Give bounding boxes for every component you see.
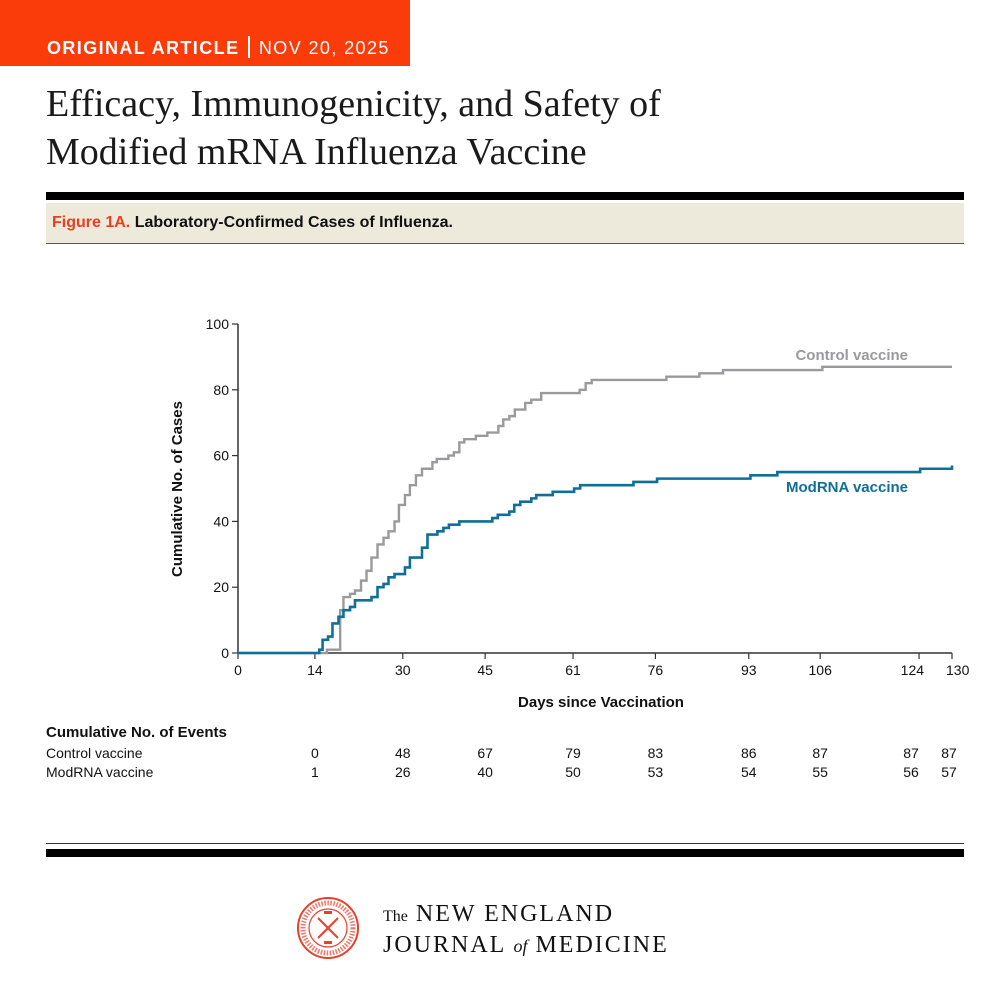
y-tick-label: 40 bbox=[213, 513, 229, 529]
events-row-label-control: Control vaccine bbox=[46, 745, 143, 761]
series-label-control: Control vaccine bbox=[795, 347, 908, 364]
bottom-thick-rule bbox=[46, 849, 964, 857]
x-tick-label: 130 bbox=[946, 662, 970, 678]
banner-divider bbox=[248, 36, 250, 58]
events-cell: 0 bbox=[310, 745, 319, 761]
x-tick-label: 45 bbox=[477, 662, 493, 678]
series-line-modrna bbox=[238, 465, 954, 655]
events-cell: 87 bbox=[941, 745, 957, 761]
title-line-1: Efficacy, Immunogenicity, and Safety of bbox=[46, 83, 661, 125]
events-cell: 40 bbox=[477, 764, 493, 780]
banner-text: ORIGINAL ARTICLE NOV 20, 2025 bbox=[47, 36, 390, 59]
x-tick-label: 14 bbox=[307, 662, 323, 678]
events-cell: 87 bbox=[903, 745, 919, 761]
x-tick-label: 0 bbox=[234, 662, 242, 678]
y-tick-label: 100 bbox=[206, 316, 230, 332]
y-tick-label: 20 bbox=[213, 579, 229, 595]
events-cell: 87 bbox=[812, 745, 828, 761]
events-cell: 55 bbox=[812, 764, 828, 780]
figure-label: Figure 1A. bbox=[52, 214, 131, 231]
x-axis-label: Days since Vaccination bbox=[518, 694, 684, 711]
x-tick-label: 76 bbox=[648, 662, 664, 678]
x-tick-label: 93 bbox=[741, 662, 757, 678]
nejm-seal-logo bbox=[297, 897, 359, 959]
x-tick-label: 61 bbox=[565, 662, 581, 678]
events-cell: 67 bbox=[477, 745, 493, 761]
events-cell: 54 bbox=[740, 764, 757, 780]
x-tick-label: 30 bbox=[395, 662, 411, 678]
article-type-banner: ORIGINAL ARTICLE NOV 20, 2025 bbox=[0, 0, 410, 66]
events-row-label-modrna: ModRNA vaccine bbox=[46, 764, 154, 780]
figure-caption-bar: Figure 1A. Laboratory-Confirmed Cases of… bbox=[46, 203, 964, 244]
masthead-journal: JOURNAL bbox=[383, 932, 506, 958]
y-tick-label: 80 bbox=[213, 382, 229, 398]
km-chart: 0 20 40 60 80 100 0 14 30 45 61 76 93 106 124 130 Cumul… bbox=[169, 316, 970, 711]
events-cell: 57 bbox=[941, 764, 957, 780]
events-cell: 50 bbox=[565, 764, 581, 780]
masthead-line1: NEW ENGLAND bbox=[415, 901, 615, 927]
events-cell: 26 bbox=[394, 764, 411, 780]
article-title: Efficacy, Immunogenicity, and Safety of … bbox=[46, 80, 946, 176]
journal-masthead: The NEW ENGLAND JOURNAL of MEDICINE bbox=[383, 900, 669, 960]
series-line-control bbox=[238, 365, 952, 655]
figure-caption: Figure 1A. Laboratory-Confirmed Cases of… bbox=[52, 214, 453, 232]
section-label: ORIGINAL ARTICLE bbox=[47, 38, 240, 58]
events-cell: 1 bbox=[310, 764, 319, 780]
y-axis-label: Cumulative No. of Cases bbox=[169, 401, 186, 577]
masthead-medicine: MEDICINE bbox=[535, 932, 669, 958]
bottom-thin-rule bbox=[46, 843, 964, 844]
top-rule bbox=[46, 192, 964, 200]
y-tick-label: 60 bbox=[213, 448, 229, 464]
events-cell: 79 bbox=[565, 745, 581, 761]
events-cell: 83 bbox=[647, 745, 664, 761]
figure-caption-text: Laboratory-Confirmed Cases of Influenza. bbox=[134, 214, 453, 231]
x-tick-label: 124 bbox=[901, 662, 925, 678]
y-tick-label: 0 bbox=[221, 645, 229, 661]
publication-date: NOV 20, 2025 bbox=[258, 38, 390, 58]
x-tick-label: 106 bbox=[809, 662, 833, 678]
series-label-modrna: ModRNA vaccine bbox=[786, 479, 908, 496]
events-cell: 48 bbox=[394, 745, 411, 761]
events-table-title: Cumulative No. of Events bbox=[46, 724, 227, 741]
title-line-2: Modified mRNA Influenza Vaccine bbox=[46, 131, 587, 173]
events-cell: 86 bbox=[740, 745, 757, 761]
masthead-of: of bbox=[513, 936, 528, 956]
events-cell: 53 bbox=[647, 764, 664, 780]
events-cell: 56 bbox=[903, 764, 919, 780]
masthead-the: The bbox=[383, 908, 408, 925]
